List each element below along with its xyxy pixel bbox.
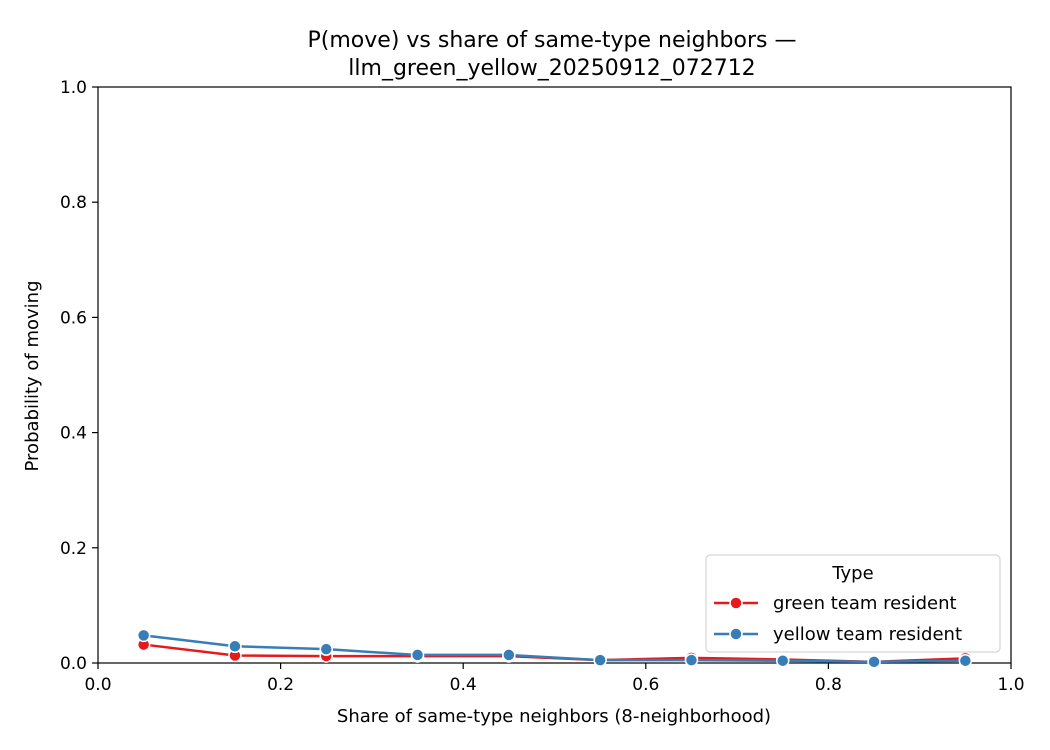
legend-label-1: green team resident (773, 593, 957, 614)
y-tick-label: 0.0 (60, 654, 87, 674)
legend: Type green team resident yellow team resi… (705, 554, 1001, 653)
y-axis-label: Probability of moving (22, 281, 43, 472)
chart-title-line-2: llm_green_yellow_20250912_072712 (348, 56, 755, 81)
x-tick-label: 0.2 (267, 675, 294, 695)
axes-frame (97, 86, 1012, 664)
legend-marker-1 (729, 596, 743, 610)
plot-area: 0.0 0.2 0.4 0.6 0.8 1.0 0.0 0.2 0.4 0.6 0.8 1.0 (60, 78, 1025, 695)
x-tick-label: 0.8 (815, 675, 842, 695)
series-2-point (136, 628, 151, 643)
series-2-point (684, 653, 699, 667)
series-2-point (776, 653, 790, 668)
legend-marker-2 (729, 627, 743, 641)
series-2-point (867, 655, 881, 669)
y-tick-label: 0.8 (60, 193, 87, 213)
y-tick-label: 0.6 (60, 308, 87, 328)
series-line-2 (143, 634, 966, 664)
x-axis-label: Share of same-type neighbors (8-neighbor… (337, 706, 771, 727)
series-2-point (228, 639, 242, 654)
x-tick-label: 1.0 (997, 675, 1024, 695)
x-tick-label: 0.0 (84, 675, 111, 695)
legend-items: green team resident yellow team resident (714, 593, 962, 645)
y-tick-label: 1.0 (60, 78, 87, 98)
legend-label-2: yellow team resident (773, 624, 962, 645)
y-tick-label: 0.4 (60, 424, 87, 444)
y-tick-label: 0.2 (60, 539, 87, 559)
chart-title-line-1: P(move) vs share of same-type neighbors … (308, 28, 797, 53)
series-2-point (410, 648, 425, 662)
series-2-point (593, 653, 607, 667)
x-tick-label: 0.6 (632, 675, 659, 695)
series-2-point (319, 642, 333, 656)
legend-frame (705, 554, 1001, 653)
legend-title: Type (831, 563, 873, 584)
series-2-point (502, 648, 516, 662)
series-2-point (958, 653, 973, 668)
x-tick-label: 0.4 (450, 675, 477, 695)
